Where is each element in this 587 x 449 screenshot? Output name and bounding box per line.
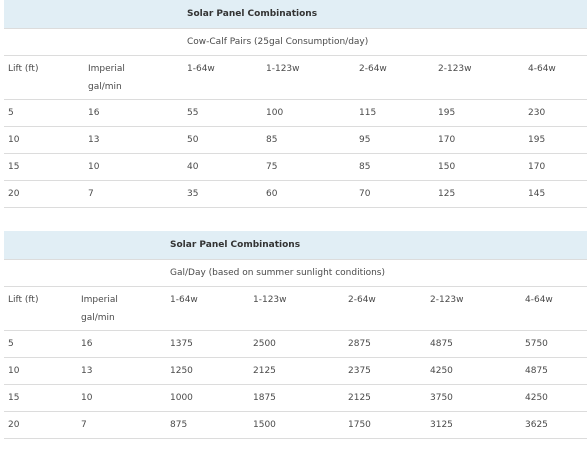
cell-2-64w: 95 bbox=[359, 135, 371, 145]
cell-2-123w: 4875 bbox=[430, 339, 453, 349]
cell-lift: 20 bbox=[8, 420, 20, 430]
cell-1-64w: 55 bbox=[187, 108, 199, 118]
header-1-123w: 1-123w bbox=[266, 64, 300, 74]
cell-1-64w: 1375 bbox=[170, 339, 193, 349]
header-4-64w: 4-64w bbox=[525, 295, 553, 305]
header-2-123w: 2-123w bbox=[430, 295, 464, 305]
cell-lift: 20 bbox=[8, 189, 20, 199]
table-row: 20 7 35 60 70 125 145 bbox=[4, 180, 587, 208]
cell-4-64w: 4875 bbox=[525, 366, 548, 376]
header-imperial: Imperial gal/min bbox=[88, 60, 125, 96]
table-row: 20 7 875 1500 1750 3125 3625 bbox=[4, 411, 587, 439]
cell-2-64w: 115 bbox=[359, 108, 377, 118]
cell-4-64w: 5750 bbox=[525, 339, 548, 349]
table-title-row: Solar Panel Combinations bbox=[4, 231, 587, 260]
table-subtitle: Cow-Calf Pairs (25gal Consumption/day) bbox=[187, 37, 369, 47]
cell-4-64w: 230 bbox=[528, 108, 546, 118]
cell-1-64w: 50 bbox=[187, 135, 199, 145]
cell-1-64w: 1000 bbox=[170, 393, 193, 403]
table-subtitle: Gal/Day (based on summer sunlight condit… bbox=[170, 268, 386, 278]
cell-2-64w: 85 bbox=[359, 162, 371, 172]
cell-imperial: 10 bbox=[81, 393, 93, 403]
header-4-64w: 4-64w bbox=[528, 64, 556, 74]
cell-lift: 15 bbox=[8, 162, 20, 172]
table-title: Solar Panel Combinations bbox=[187, 9, 318, 19]
cell-1-64w: 1250 bbox=[170, 366, 193, 376]
header-2-64w: 2-64w bbox=[348, 295, 376, 305]
cell-1-64w: 35 bbox=[187, 189, 199, 199]
cell-lift: 5 bbox=[8, 108, 14, 118]
cell-4-64w: 170 bbox=[528, 162, 546, 172]
header-1-123w: 1-123w bbox=[253, 295, 287, 305]
cell-1-123w: 2125 bbox=[253, 366, 276, 376]
table-header-row: Lift (ft) Imperial gal/min 1-64w 1-123w … bbox=[4, 55, 587, 100]
cell-2-64w: 2375 bbox=[348, 366, 371, 376]
table-row: 15 10 40 75 85 150 170 bbox=[4, 153, 587, 181]
cell-lift: 10 bbox=[8, 135, 20, 145]
cell-4-64w: 145 bbox=[528, 189, 546, 199]
header-lift: Lift (ft) bbox=[8, 64, 39, 74]
cell-imperial: 16 bbox=[88, 108, 100, 118]
cell-2-64w: 2125 bbox=[348, 393, 371, 403]
cell-1-123w: 60 bbox=[266, 189, 278, 199]
table-row: 10 13 1250 2125 2375 4250 4875 bbox=[4, 357, 587, 385]
table-row: 5 16 55 100 115 195 230 bbox=[4, 99, 587, 127]
cell-2-64w: 1750 bbox=[348, 420, 371, 430]
header-imperial-line1: Imperial bbox=[81, 295, 118, 305]
header-imperial: Imperial gal/min bbox=[81, 291, 118, 327]
cell-2-123w: 170 bbox=[438, 135, 456, 145]
cell-2-123w: 3750 bbox=[430, 393, 453, 403]
cell-2-64w: 2875 bbox=[348, 339, 371, 349]
cell-2-123w: 4250 bbox=[430, 366, 453, 376]
table-row: 10 13 50 85 95 170 195 bbox=[4, 126, 587, 154]
cell-1-123w: 100 bbox=[266, 108, 284, 118]
cell-lift: 5 bbox=[8, 339, 14, 349]
cell-4-64w: 3625 bbox=[525, 420, 548, 430]
header-1-64w: 1-64w bbox=[170, 295, 198, 305]
cell-4-64w: 4250 bbox=[525, 393, 548, 403]
cell-imperial: 10 bbox=[88, 162, 100, 172]
header-1-64w: 1-64w bbox=[187, 64, 215, 74]
cell-lift: 15 bbox=[8, 393, 20, 403]
table-subtitle-row: Gal/Day (based on summer sunlight condit… bbox=[4, 259, 587, 287]
cell-imperial: 13 bbox=[88, 135, 100, 145]
table-row: 5 16 1375 2500 2875 4875 5750 bbox=[4, 330, 587, 358]
cell-4-64w: 195 bbox=[528, 135, 546, 145]
cell-2-123w: 125 bbox=[438, 189, 456, 199]
cell-1-123w: 1875 bbox=[253, 393, 276, 403]
header-2-123w: 2-123w bbox=[438, 64, 472, 74]
cell-1-64w: 875 bbox=[170, 420, 188, 430]
header-lift: Lift (ft) bbox=[8, 295, 39, 305]
table-title-row: Solar Panel Combinations bbox=[4, 0, 587, 29]
table-row: 15 10 1000 1875 2125 3750 4250 bbox=[4, 384, 587, 412]
cell-imperial: 16 bbox=[81, 339, 93, 349]
table-subtitle-row: Cow-Calf Pairs (25gal Consumption/day) bbox=[4, 28, 587, 56]
cell-lift: 10 bbox=[8, 366, 20, 376]
header-imperial-line1: Imperial bbox=[88, 64, 125, 74]
cell-1-123w: 75 bbox=[266, 162, 278, 172]
cell-1-123w: 2500 bbox=[253, 339, 276, 349]
cell-2-123w: 3125 bbox=[430, 420, 453, 430]
header-imperial-line2: gal/min bbox=[81, 313, 115, 323]
header-imperial-line2: gal/min bbox=[88, 82, 122, 92]
cell-2-123w: 195 bbox=[438, 108, 456, 118]
cell-1-123w: 1500 bbox=[253, 420, 276, 430]
cell-2-64w: 70 bbox=[359, 189, 371, 199]
cell-1-64w: 40 bbox=[187, 162, 199, 172]
cell-imperial: 7 bbox=[88, 189, 94, 199]
header-2-64w: 2-64w bbox=[359, 64, 387, 74]
cell-imperial: 13 bbox=[81, 366, 93, 376]
table-header-row: Lift (ft) Imperial gal/min 1-64w 1-123w … bbox=[4, 286, 587, 331]
cell-1-123w: 85 bbox=[266, 135, 278, 145]
cell-imperial: 7 bbox=[81, 420, 87, 430]
table-title: Solar Panel Combinations bbox=[170, 240, 301, 250]
cell-2-123w: 150 bbox=[438, 162, 456, 172]
